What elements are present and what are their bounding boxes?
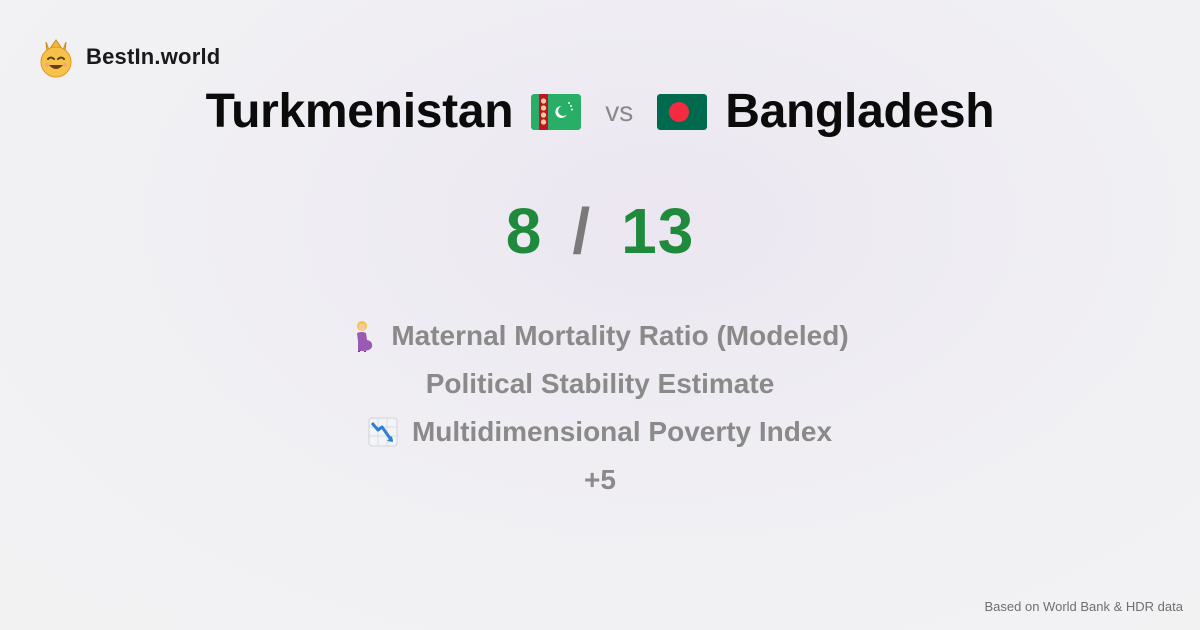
brand[interactable]: BestIn.world <box>38 36 220 78</box>
data-source-note: Based on World Bank & HDR data <box>984 599 1183 614</box>
brand-name: BestIn.world <box>86 44 221 69</box>
right-country-name: Bangladesh <box>725 85 995 138</box>
left-score: 8 <box>505 195 543 267</box>
list-item: Political Stability Estimate <box>0 360 1200 408</box>
metric-label: Maternal Mortality Ratio (Modeled) <box>391 320 849 351</box>
chart-decreasing-icon <box>368 417 398 447</box>
crowned-smiley-icon <box>40 39 72 78</box>
bangladesh-flag-icon <box>657 93 708 130</box>
more-metrics-count[interactable]: +5 <box>0 456 1200 504</box>
left-country-name: Turkmenistan <box>205 85 514 138</box>
score: 8 / 13 <box>0 194 1200 268</box>
list-item: Multidimensional Poverty Index <box>0 408 1200 456</box>
list-item: Maternal Mortality Ratio (Modeled) <box>0 312 1200 360</box>
metric-label: +5 <box>584 464 616 495</box>
vs-label: vs <box>605 95 634 127</box>
comparison-title: Turkmenistan vs Bangladesh <box>0 84 1200 139</box>
pregnant-woman-icon <box>357 321 373 352</box>
right-score: 13 <box>621 195 695 267</box>
metric-label: Political Stability Estimate <box>425 368 775 399</box>
score-separator: / <box>572 195 592 267</box>
metric-label: Multidimensional Poverty Index <box>411 416 833 447</box>
turkmenistan-flag-icon <box>531 93 582 130</box>
metrics-list: Maternal Mortality Ratio (Modeled) Polit… <box>0 312 1200 504</box>
